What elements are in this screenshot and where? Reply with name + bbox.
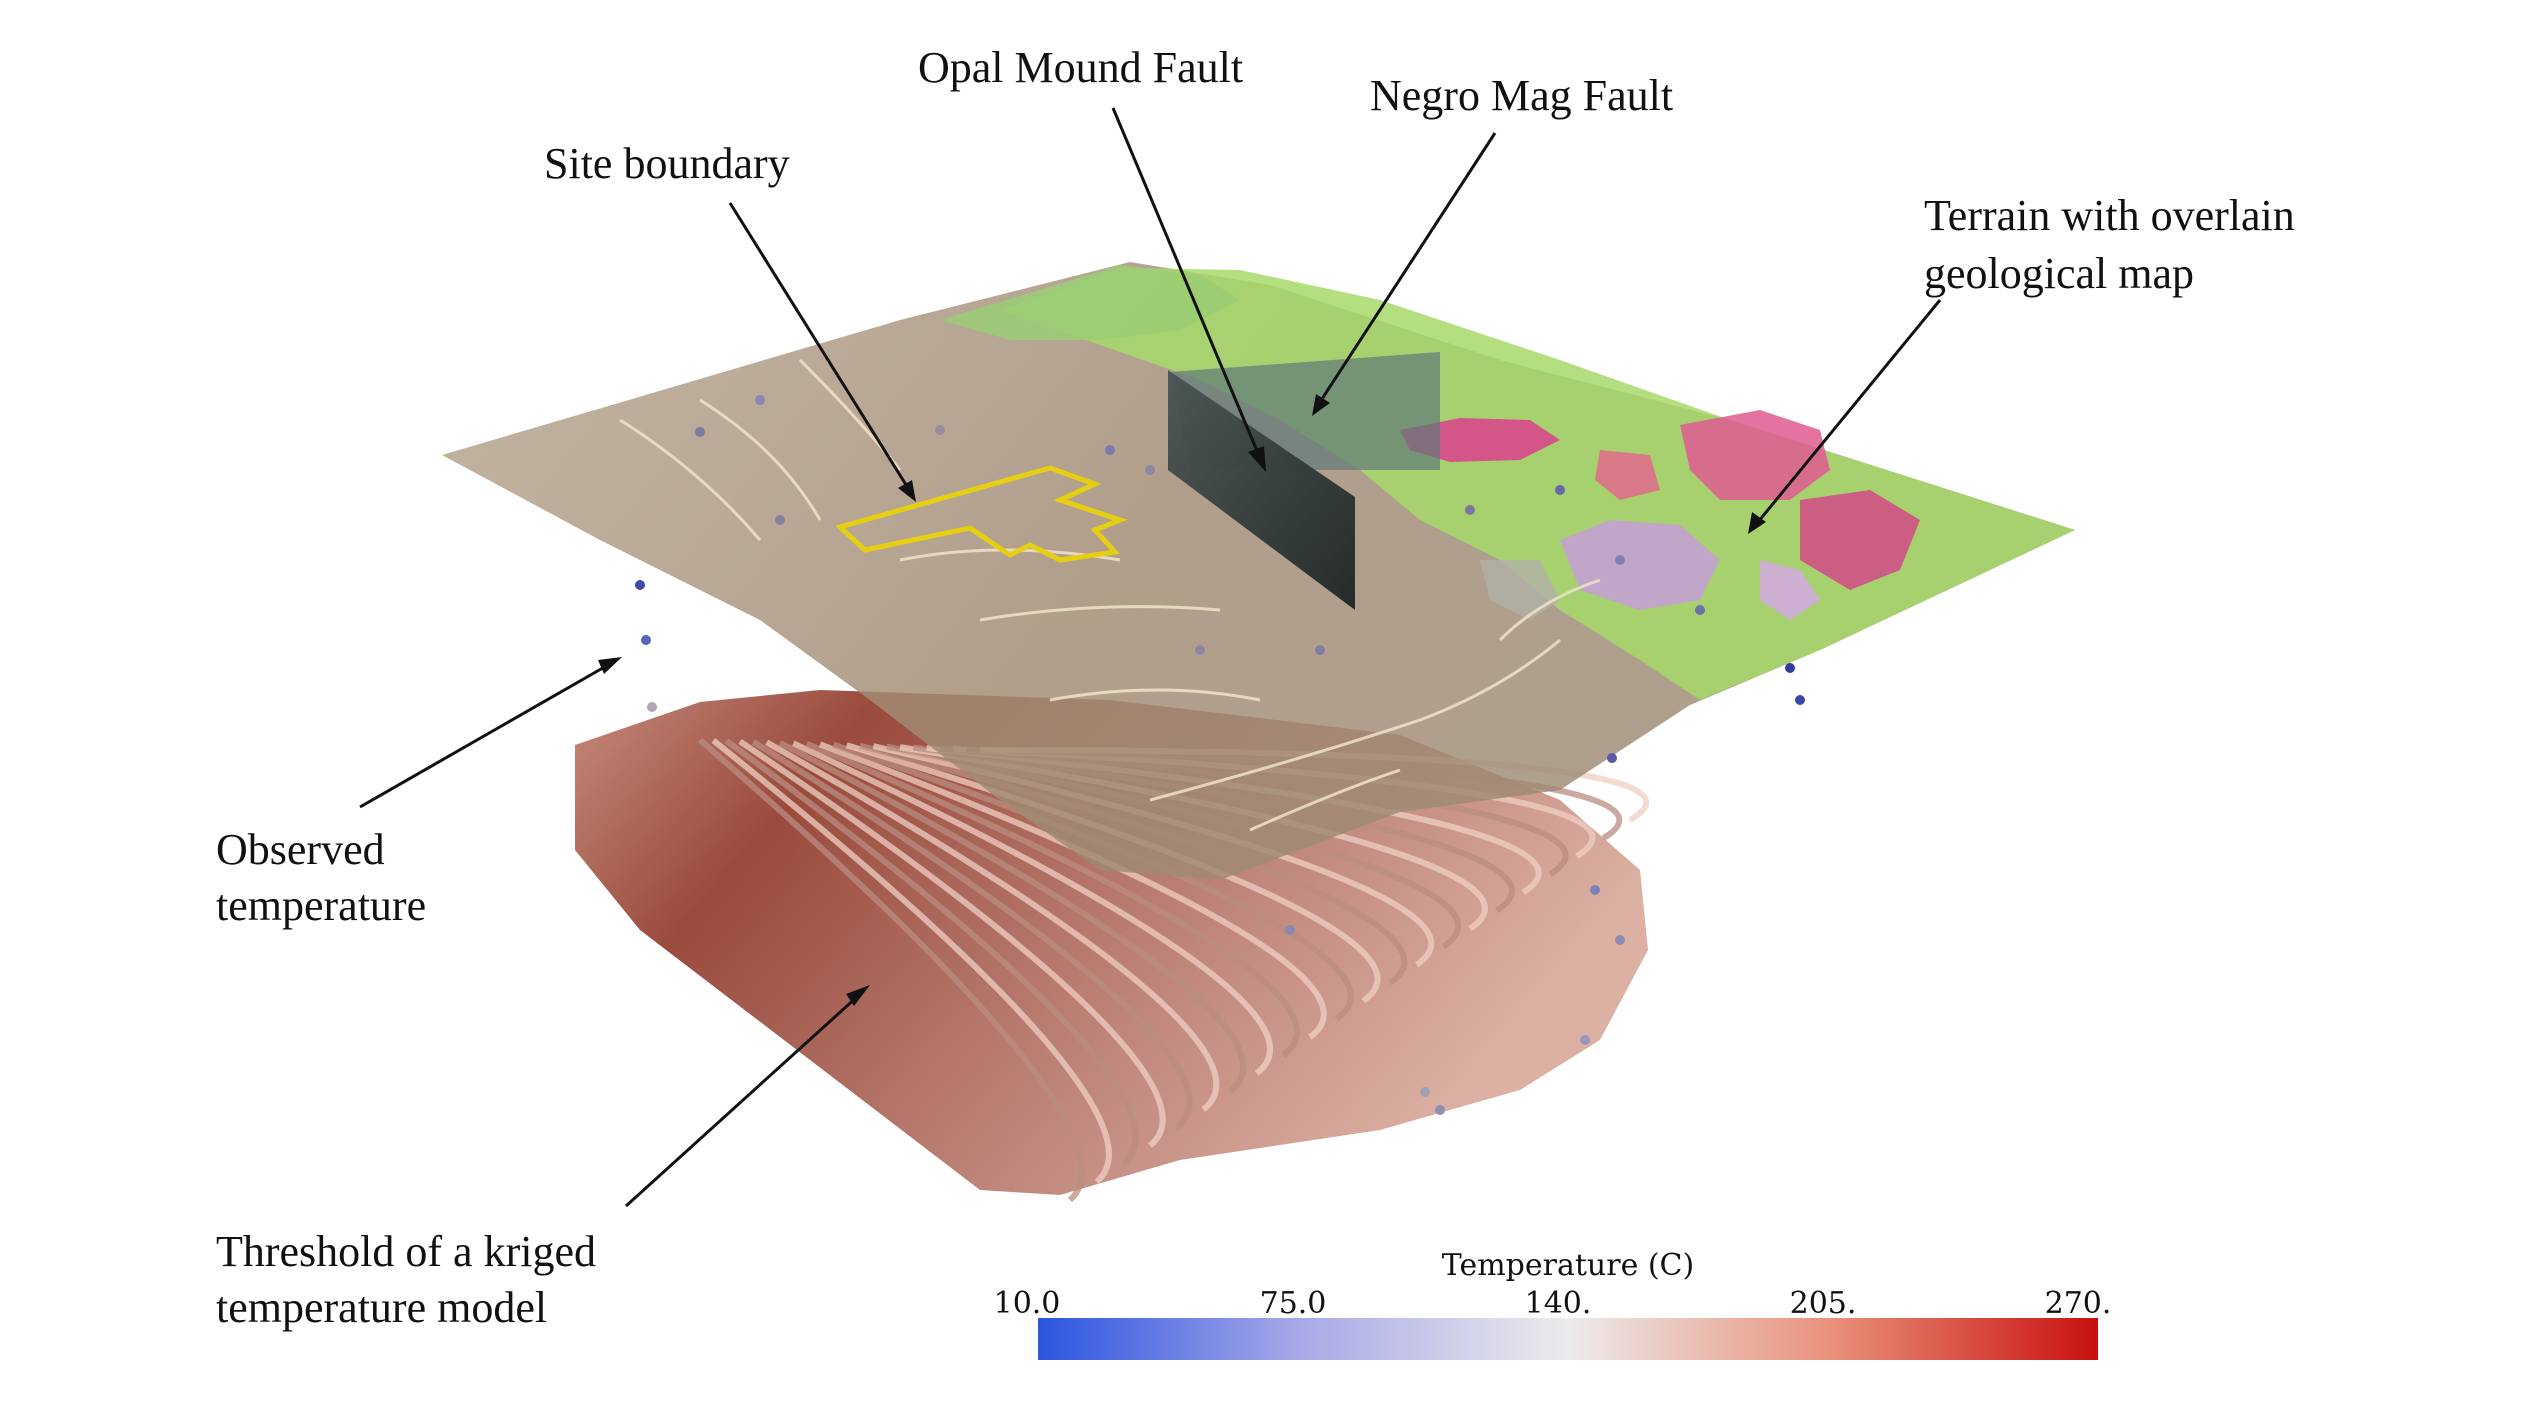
observed-temperature-point [1590,885,1600,895]
label-negro-mag-fault: Negro Mag Fault [1370,71,1674,120]
label-terrain-line-1: Terrain with overlain [1924,191,2295,240]
observed-temperature-point [1555,485,1565,495]
model-step-edge [805,741,1300,1058]
observed-temperature-point [935,425,945,435]
colorbar-tick-1: 75.0 [1259,1286,1327,1321]
colorbar-tick-0: 10.0 [993,1286,1061,1321]
observed-temperature-point [1195,645,1205,655]
geology-violet-unit-2 [1760,560,1820,620]
arrow-observed-temperature [359,657,622,809]
colorbar-tick-4: 270. [2044,1286,2112,1321]
temperature-colorbar [1038,1318,2098,1360]
observed-temperature-point [1420,1087,1430,1097]
geology-magenta-unit-2 [1680,410,1830,500]
label-threshold-line-2: temperature model [216,1283,548,1332]
geology-green-upper [940,265,1240,340]
geology-grey-unit [1480,560,1560,620]
observed-temperature-point [641,635,651,645]
observed-temperature-point [1435,1105,1445,1115]
geology-violet-unit [1560,520,1720,610]
label-observed-line-1: Observed [216,825,385,874]
observed-temperature-point [1785,663,1795,673]
label-observed-line-2: temperature [216,881,427,930]
arrow-negro-mag-fault [1312,132,1497,416]
model-step-edge [765,739,1220,1112]
colorbar-title: Temperature (C) [1441,1248,1695,1283]
geology-magenta-unit-4 [1595,450,1660,500]
label-threshold-line-1: Threshold of a kriged [216,1227,596,1276]
label-opal-mound-fault: Opal Mound Fault [918,43,1244,92]
site-boundary-outline [835,465,1128,563]
arrow-opal-mound-fault [1111,107,1266,472]
opal-mound-fault-plane [1168,370,1355,610]
model-step-edge [792,740,1274,1076]
observed-temperature-point [635,580,645,590]
faults [1168,352,1440,610]
callout-arrows [359,107,1942,1208]
observed-temperature-point [695,427,705,437]
observed-temperature-point [647,702,657,712]
colorbar-tick-2: 140. [1524,1286,1592,1321]
model-step-edge [711,738,1112,1185]
observed-temperature-point [1695,605,1705,615]
observed-temperature-point [1145,465,1155,475]
observed-temperature-point [1607,753,1617,763]
model-step-edge [751,739,1193,1130]
observed-temperature-point [1315,645,1325,655]
observed-temperature-point [755,395,765,405]
arrow-terrain [1748,299,1942,534]
model-step-edge [832,741,1354,1022]
label-terrain-line-2: geological map [1924,249,2195,298]
observed-temperature-point [1285,925,1295,935]
arrow-threshold-model [624,985,870,1208]
model-step-edge [724,738,1139,1167]
model-step-edge [778,740,1247,1094]
model-step-edge [738,738,1166,1149]
arrow-site-boundary [728,202,916,502]
model-step-edge [698,737,1086,1203]
label-site-boundary: Site boundary [544,139,790,188]
observed-temperature-point [1795,695,1805,705]
model-step-edge [818,741,1327,1040]
observed-temperature-point [1615,935,1625,945]
geology-magenta-unit-3 [1800,490,1920,590]
observed-temperature-point [775,515,785,525]
observed-temperature-point [1105,445,1115,455]
observed-temperature-point [1465,505,1475,515]
observed-temperature-points [635,395,1805,1115]
observed-temperature-point [1615,555,1625,565]
observed-temperature-point [1580,1035,1590,1045]
colorbar-tick-3: 205. [1789,1286,1857,1321]
